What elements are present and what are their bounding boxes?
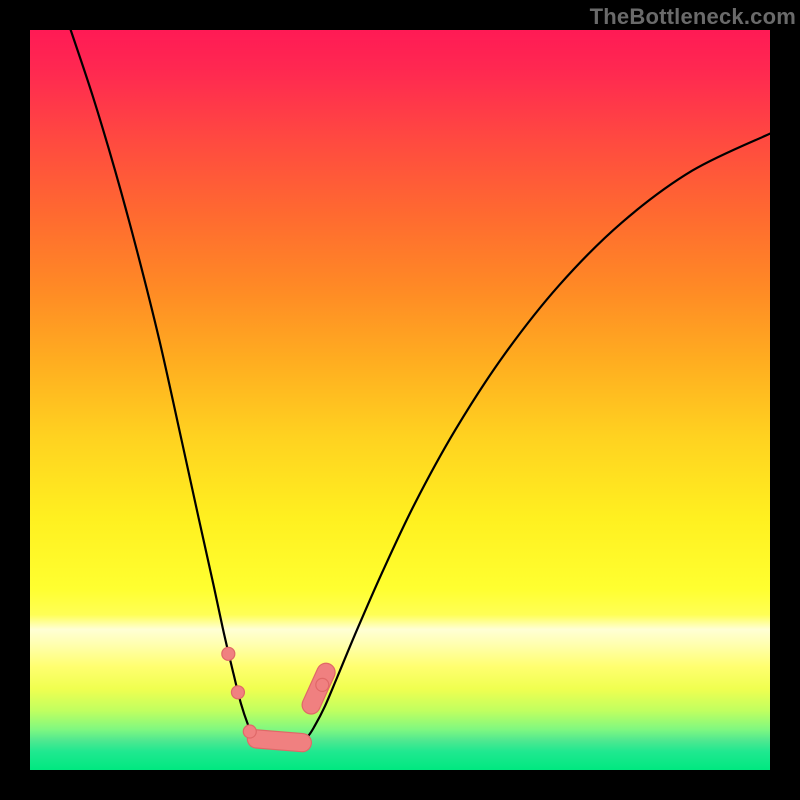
marker-dot <box>231 686 244 699</box>
marker-dot <box>316 678 329 691</box>
bottleneck-chart <box>0 0 800 800</box>
watermark-label: TheBottleneck.com <box>590 4 796 30</box>
marker-dot <box>243 725 256 738</box>
chart-container: TheBottleneck.com <box>0 0 800 800</box>
plot-background <box>30 30 770 770</box>
marker-pill <box>256 739 302 743</box>
marker-dot <box>222 647 235 660</box>
